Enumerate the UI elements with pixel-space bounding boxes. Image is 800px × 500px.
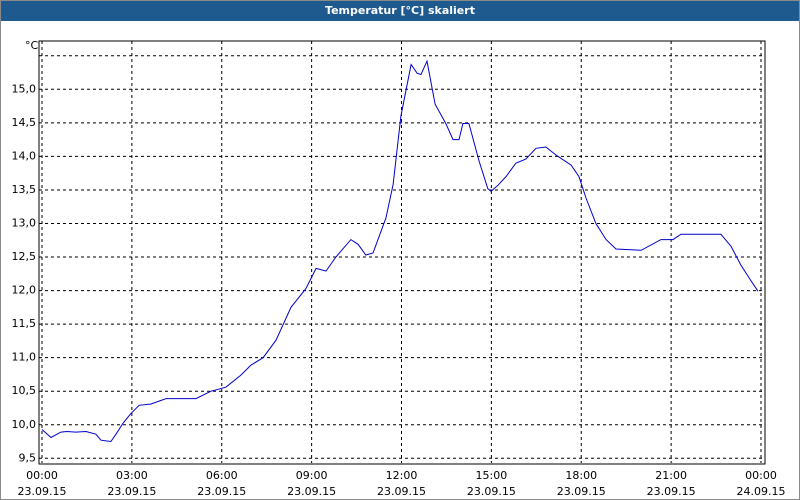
y-unit: °C bbox=[25, 39, 39, 52]
y-tick-label: 12,0 bbox=[12, 284, 37, 297]
x-tick-date: 23.09.15 bbox=[18, 485, 67, 498]
y-tick-label: 14,5 bbox=[12, 116, 37, 129]
title-bar: Temperatur [°C] skaliert bbox=[1, 1, 799, 21]
x-tick-date: 23.09.15 bbox=[197, 485, 246, 498]
x-tick-date: 23.09.15 bbox=[467, 485, 516, 498]
x-tick-label: 06:00 bbox=[206, 469, 238, 482]
y-tick-label: 14,0 bbox=[12, 149, 37, 162]
x-tick-date: 23.09.15 bbox=[557, 485, 606, 498]
y-tick-label: 11,5 bbox=[12, 317, 37, 330]
x-tick-label: 18:00 bbox=[565, 469, 597, 482]
x-tick-date: 23.09.15 bbox=[287, 485, 336, 498]
x-tick-label: 03:00 bbox=[116, 469, 148, 482]
y-tick-label: 10,0 bbox=[12, 418, 37, 431]
y-tick-label: 15,0 bbox=[12, 82, 37, 95]
x-tick-label: 21:00 bbox=[655, 469, 687, 482]
x-tick-label: 09:00 bbox=[296, 469, 328, 482]
x-tick-label: 12:00 bbox=[386, 469, 418, 482]
x-tick-date: 23.09.15 bbox=[377, 485, 426, 498]
x-tick-label: 00:00 bbox=[745, 469, 777, 482]
y-tick-label: 9,5 bbox=[19, 451, 37, 464]
x-tick-label: 15:00 bbox=[476, 469, 508, 482]
y-tick-label: 11,0 bbox=[12, 351, 37, 364]
chart: °C 9,5 10,0 10,5 11,0 11,5 12,0 12,5 13,0 13,5 14… bbox=[12, 39, 786, 498]
temperature-line bbox=[41, 59, 759, 443]
x-tick-date: 23.09.15 bbox=[647, 485, 696, 498]
y-tick-label: 10,5 bbox=[12, 384, 37, 397]
x-tick-date: 24.09.15 bbox=[737, 485, 786, 498]
y-tick-label: 13,0 bbox=[12, 216, 37, 229]
x-tick-date: 23.09.15 bbox=[107, 485, 156, 498]
y-tick-label: 12,5 bbox=[12, 250, 37, 263]
y-tick-label: 13,5 bbox=[12, 183, 37, 196]
x-tick-label: 00:00 bbox=[26, 469, 58, 482]
